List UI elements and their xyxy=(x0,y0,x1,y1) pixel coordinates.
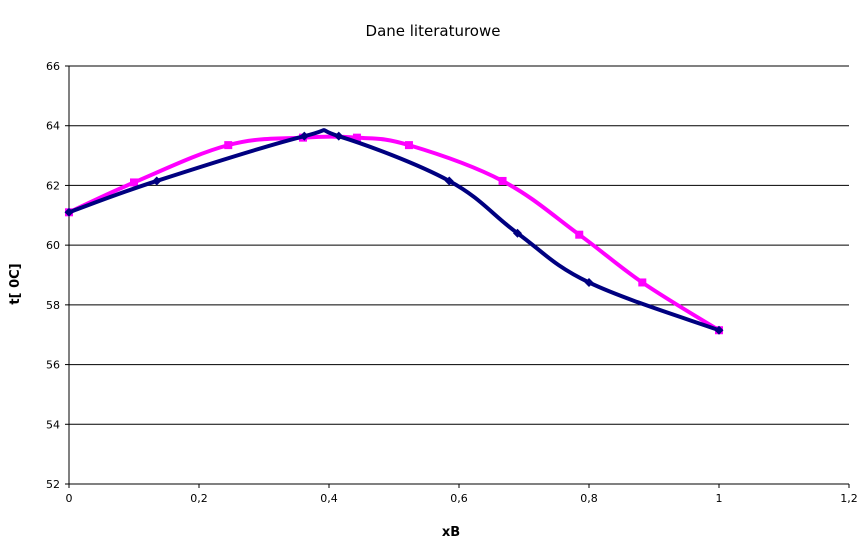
x-axis-title: xB xyxy=(442,525,460,540)
series-line xyxy=(67,134,721,333)
data-point xyxy=(130,178,138,187)
axes xyxy=(65,65,850,488)
y-tick-label: 60 xyxy=(46,239,60,252)
chart-title: Dane literaturowe xyxy=(366,22,501,40)
y-tick-label: 54 xyxy=(46,418,60,431)
data-point xyxy=(444,176,454,186)
y-tick-label: 58 xyxy=(46,299,60,312)
grid-lines xyxy=(69,65,849,425)
x-tick-label: 1 xyxy=(716,492,723,505)
data-point xyxy=(299,131,309,141)
data-point xyxy=(352,133,361,142)
series-1 xyxy=(65,133,723,335)
y-tick-label: 66 xyxy=(46,60,60,73)
data-point xyxy=(584,277,594,287)
y-tick-label: 64 xyxy=(46,120,60,133)
data-point xyxy=(224,141,233,150)
y-tick-label: 52 xyxy=(46,478,60,491)
data-point xyxy=(404,141,413,150)
x-tick-label: 0,2 xyxy=(190,492,208,505)
series-2 xyxy=(64,128,724,335)
data-point xyxy=(64,207,74,217)
data-point xyxy=(152,176,162,186)
data-point xyxy=(714,325,724,335)
series-line xyxy=(67,128,721,333)
x-tick-label: 0,6 xyxy=(450,492,468,505)
data-point xyxy=(638,278,647,287)
data-point xyxy=(575,230,584,239)
x-tick-label: 0 xyxy=(66,492,73,505)
data-point xyxy=(513,228,522,238)
data-point xyxy=(498,176,507,185)
x-tick-label: 1,2 xyxy=(840,492,858,505)
y-tick-label: 62 xyxy=(46,179,60,192)
series-layer xyxy=(64,128,724,335)
data-point xyxy=(334,131,344,141)
x-tick-label: 0,8 xyxy=(580,492,598,505)
y-tick-label: 56 xyxy=(46,359,60,372)
y-axis-title: t[ 0C] xyxy=(8,263,23,304)
x-tick-label: 0,4 xyxy=(320,492,338,505)
tick-labels: 52 54 56 58 60 62 64 66 0 0,2 0,4 0,6 0,8 1 1,2 xyxy=(46,60,858,505)
